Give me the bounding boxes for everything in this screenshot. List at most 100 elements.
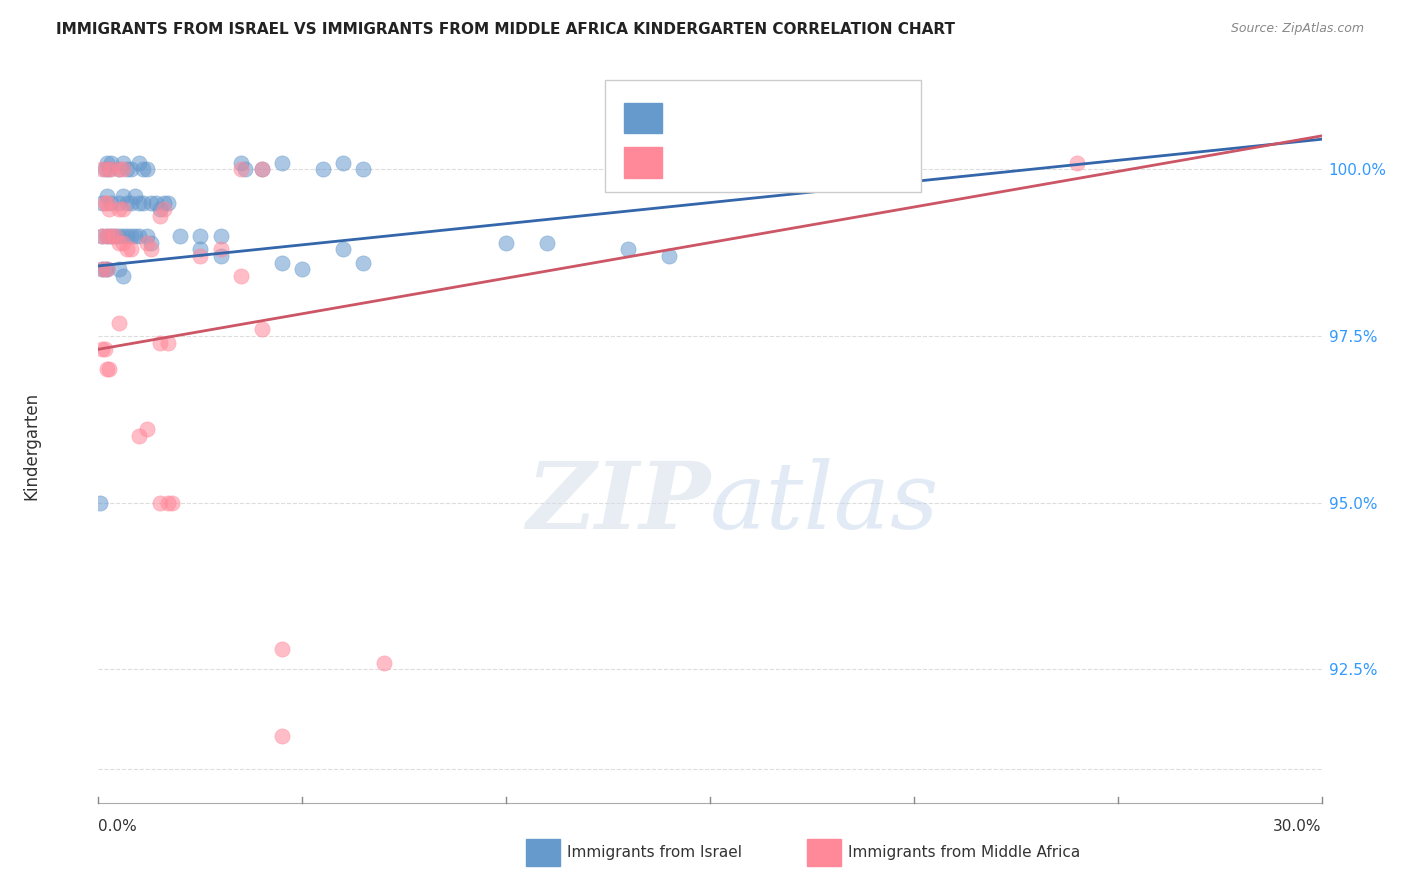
Point	[115, 242, 138, 256]
Point	[233, 162, 256, 177]
Point	[128, 195, 150, 210]
Point	[111, 189, 134, 203]
Point	[136, 235, 159, 250]
Point	[132, 195, 155, 210]
Point	[141, 242, 163, 256]
Point	[188, 242, 212, 256]
Point	[91, 162, 114, 177]
Point	[1066, 155, 1088, 169]
Point	[312, 162, 335, 177]
Point	[250, 162, 273, 177]
Point	[111, 155, 134, 169]
Point	[111, 228, 134, 243]
Point	[136, 162, 159, 177]
Point	[332, 155, 354, 169]
Point	[96, 155, 118, 169]
Point	[156, 496, 179, 510]
Point	[658, 249, 681, 263]
Point	[97, 362, 120, 376]
Point	[136, 422, 159, 436]
Point	[97, 202, 120, 217]
Point	[91, 262, 114, 277]
Text: Source: ZipAtlas.com: Source: ZipAtlas.com	[1230, 22, 1364, 36]
Point	[111, 162, 134, 177]
Point	[128, 228, 150, 243]
Point	[149, 496, 172, 510]
Point	[120, 242, 142, 256]
Point	[91, 195, 114, 210]
Point	[91, 262, 114, 277]
Point	[373, 656, 395, 670]
Point	[93, 343, 115, 357]
Point	[104, 228, 127, 243]
Point	[188, 249, 212, 263]
Text: IMMIGRANTS FROM ISRAEL VS IMMIGRANTS FROM MIDDLE AFRICA KINDERGARTEN CORRELATION: IMMIGRANTS FROM ISRAEL VS IMMIGRANTS FRO…	[56, 22, 955, 37]
Point	[96, 362, 118, 376]
Point	[100, 195, 122, 210]
Text: Immigrants from Israel: Immigrants from Israel	[567, 846, 741, 860]
Point	[209, 242, 232, 256]
Point	[96, 228, 118, 243]
Point	[111, 202, 134, 217]
Point	[136, 228, 159, 243]
Point	[495, 235, 517, 250]
Point	[145, 195, 167, 210]
Point	[100, 162, 122, 177]
Text: Kindergarten: Kindergarten	[22, 392, 41, 500]
Point	[96, 189, 118, 203]
Point	[141, 195, 163, 210]
Point	[160, 496, 183, 510]
Text: 30.0%: 30.0%	[1274, 820, 1322, 835]
Point	[115, 228, 138, 243]
Point	[100, 155, 122, 169]
Point	[100, 228, 122, 243]
Point	[111, 268, 134, 283]
Text: R = 0.490   N = 66: R = 0.490 N = 66	[671, 109, 855, 127]
Point	[115, 195, 138, 210]
Point	[169, 228, 191, 243]
Point	[104, 228, 127, 243]
Point	[100, 228, 122, 243]
Point	[149, 202, 172, 217]
Point	[149, 335, 172, 350]
Point	[91, 343, 114, 357]
Point	[231, 268, 253, 283]
Point	[132, 162, 155, 177]
Point	[156, 335, 179, 350]
Point	[270, 255, 294, 269]
Point	[96, 195, 118, 210]
Point	[152, 195, 174, 210]
Text: R =  0.311   N = 47: R = 0.311 N = 47	[671, 153, 862, 171]
Text: 0.0%: 0.0%	[98, 820, 138, 835]
Point	[270, 155, 294, 169]
Point	[270, 642, 294, 657]
Point	[617, 242, 640, 256]
Point	[120, 195, 142, 210]
Point	[209, 228, 232, 243]
Point	[231, 162, 253, 177]
Point	[291, 262, 314, 277]
Point	[250, 162, 273, 177]
Point	[108, 262, 131, 277]
Point	[270, 729, 294, 743]
Point	[108, 202, 131, 217]
Point	[231, 155, 253, 169]
Point	[89, 496, 111, 510]
Point	[93, 195, 115, 210]
Point	[128, 155, 150, 169]
Text: Immigrants from Middle Africa: Immigrants from Middle Africa	[848, 846, 1080, 860]
Point	[96, 228, 118, 243]
Point	[93, 162, 115, 177]
Text: ZIP: ZIP	[526, 458, 710, 548]
Point	[209, 249, 232, 263]
Point	[108, 162, 131, 177]
Point	[141, 235, 163, 250]
Point	[96, 262, 118, 277]
Point	[108, 195, 131, 210]
Point	[115, 162, 138, 177]
Point	[108, 162, 131, 177]
Text: atlas: atlas	[710, 458, 939, 548]
Point	[96, 262, 118, 277]
Point	[536, 235, 558, 250]
Point	[108, 228, 131, 243]
